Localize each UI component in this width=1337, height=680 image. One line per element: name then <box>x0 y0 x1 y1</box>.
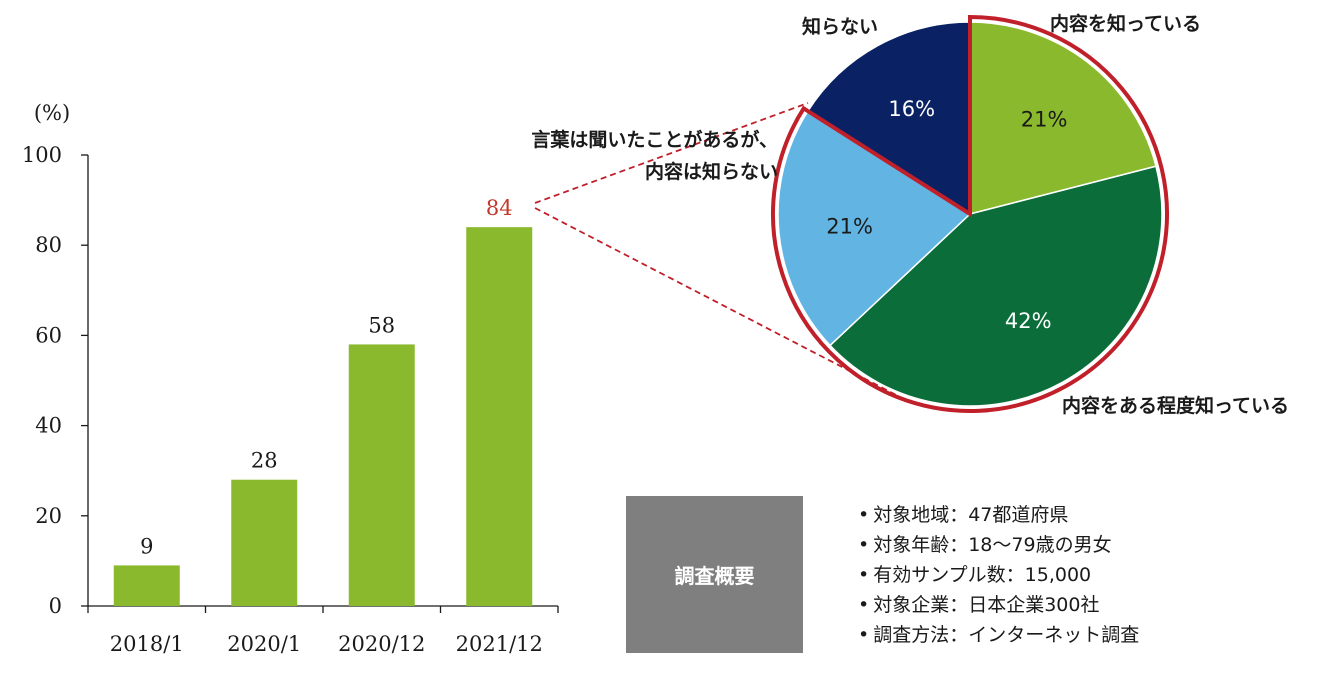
survey-item-region: 対象地域：47都道府県 <box>858 500 1139 530</box>
survey-details-list: 対象地域：47都道府県 対象年齢：18～79歳の男女 有効サンプル数：15,00… <box>858 500 1139 650</box>
bar-value-label: 28 <box>251 449 278 473</box>
x-tick-label: 2020/12 <box>338 632 425 656</box>
y-axis-unit-label: (%) <box>34 101 70 125</box>
y-tick-label: 60 <box>35 323 62 347</box>
bar-value-label: 84 <box>486 196 513 220</box>
pie-percent-label: 21% <box>1021 107 1068 131</box>
x-tick-label: 2020/1 <box>227 632 301 656</box>
pie-category-label: 内容をある程度知っている <box>1062 394 1289 417</box>
pie-category-label: 内容を知っている <box>1050 12 1201 35</box>
bar-2018-1 <box>113 565 180 606</box>
survey-summary-title: 調査概要 <box>674 564 755 588</box>
pie-slice-2 <box>828 165 1163 407</box>
pie-slice-3 <box>777 110 972 347</box>
survey-item-method: 調査方法：インターネット調査 <box>858 620 1139 650</box>
y-tick-label: 40 <box>35 414 62 438</box>
connector-line-upper <box>534 102 809 204</box>
y-tick-label: 100 <box>22 143 62 167</box>
pie-percent-label: 16% <box>888 97 935 121</box>
connector-lines <box>534 102 903 399</box>
bar-2020-12 <box>348 344 415 606</box>
y-tick-label: 20 <box>35 504 62 528</box>
pie-category-label: 知らない <box>802 15 878 38</box>
y-tick-label: 80 <box>35 233 62 257</box>
pie-slice-1 <box>969 21 1157 215</box>
survey-item-companies: 対象企業：日本企業300社 <box>858 590 1139 620</box>
connector-line-lower <box>534 207 903 399</box>
bar-2020-1 <box>231 479 298 606</box>
survey-item-sample: 有効サンプル数：15,000 <box>858 560 1139 590</box>
survey-item-age: 対象年齢：18～79歳の男女 <box>858 530 1139 560</box>
pie-category-label: 言葉は聞いたことがあるが、 <box>531 128 778 151</box>
bar-2021-12 <box>466 227 533 606</box>
y-tick-label: 0 <box>49 594 62 618</box>
pie-percent-label: 21% <box>826 214 873 238</box>
pie-category-label: 内容は知らない <box>645 160 778 183</box>
bar-value-label: 58 <box>368 313 395 337</box>
bar-chart: (%) 0 20 40 60 80 100 9 2018/1 28 2020/1 58 2020/12 8… <box>22 101 559 656</box>
survey-summary-box: 調査概要 <box>626 496 803 653</box>
pie-highlight-outline <box>771 14 1169 413</box>
x-tick-label: 2018/1 <box>110 632 184 656</box>
pie-percent-label: 42% <box>1005 309 1052 333</box>
x-tick-label: 2021/12 <box>456 632 543 656</box>
bar-value-label: 9 <box>140 534 153 558</box>
pie-slice-4 <box>806 21 971 216</box>
